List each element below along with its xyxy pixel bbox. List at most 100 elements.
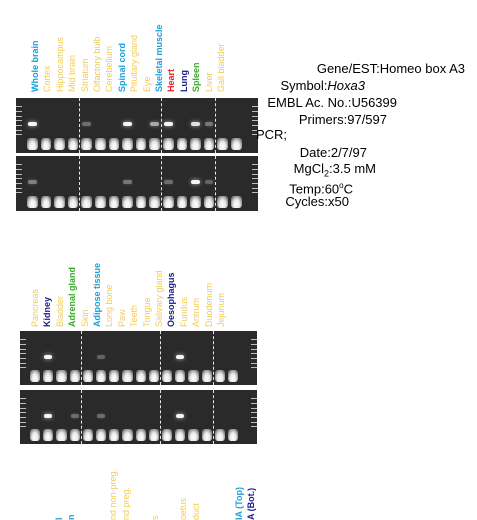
primer-dimer-spot xyxy=(149,196,160,208)
lane-label: Olfactory bulb xyxy=(93,36,102,92)
pcr-band xyxy=(205,180,214,184)
lane-label: n xyxy=(67,515,76,520)
pcr-band xyxy=(150,122,159,126)
pcr-band xyxy=(164,122,173,126)
primer-dimer-spot xyxy=(228,429,238,441)
primer-dimer-spot xyxy=(54,196,65,208)
primer-dimer-spot xyxy=(81,138,92,150)
lane-label: Pancreas xyxy=(31,289,40,327)
pcr-band xyxy=(71,414,79,418)
lane-label: Kidney xyxy=(43,297,52,327)
lane-label: Spinal cord xyxy=(118,43,127,92)
primer-dimer-spot xyxy=(231,196,242,208)
gene-info-block: Gene/EST:Homeo box A3 Symbol:Hoxa3 EMBL … xyxy=(255,60,465,210)
primer-dimer-spot xyxy=(83,429,93,441)
primer-dimer-spot xyxy=(190,138,201,150)
pcr-band xyxy=(44,414,52,418)
primer-dimer-spot xyxy=(177,138,188,150)
primer-dimer-spot xyxy=(122,370,132,382)
primer-dimer-spot xyxy=(70,429,80,441)
lane-label: Hippocampus xyxy=(56,37,65,92)
lane-label: Tongue xyxy=(143,297,152,327)
primer-dimer-spot xyxy=(175,370,185,382)
primer-dimer-spot xyxy=(56,370,66,382)
pcr-band xyxy=(205,122,214,126)
primer-dimer-spot xyxy=(175,429,185,441)
lane-separator xyxy=(160,331,161,385)
pcr-band xyxy=(176,355,184,359)
lane-label: s xyxy=(151,516,160,520)
primer-dimer-spot xyxy=(109,370,119,382)
lane-separator xyxy=(215,98,216,153)
primer-dimer-spot xyxy=(163,138,174,150)
primer-dimer-spot xyxy=(81,196,92,208)
lane-label: Paw xyxy=(118,309,127,327)
primer-dimer-spot xyxy=(109,196,120,208)
primer-dimer-spot xyxy=(54,138,65,150)
primer-dimer-spot xyxy=(95,196,106,208)
lane-label: Whole brain xyxy=(31,41,40,93)
primer-dimer-spot xyxy=(83,370,93,382)
primer-dimer-spot xyxy=(43,370,53,382)
lane-separator xyxy=(79,156,80,211)
lane-separator xyxy=(161,156,162,211)
primer-dimer-spot xyxy=(136,370,146,382)
primer-dimer-spot xyxy=(27,196,38,208)
lane-separator xyxy=(215,156,216,211)
primer-dimer-spot xyxy=(136,196,147,208)
primer-dimer-spot xyxy=(136,138,147,150)
lane-label: Jejunum xyxy=(217,293,226,327)
pcr-band xyxy=(28,122,37,126)
primer-dimer-spot xyxy=(149,138,160,150)
lane-label: Cerebellum xyxy=(105,46,114,92)
pcr-heading: PCR; xyxy=(256,126,287,143)
lane-label: Gall bladder xyxy=(217,43,226,92)
primer-dimer-spot xyxy=(188,370,198,382)
primer-dimer-spot xyxy=(30,429,40,441)
pcr-band xyxy=(44,355,52,359)
ladder-lane xyxy=(16,98,22,153)
lane-label: Fundus xyxy=(180,297,189,327)
date-row: Date:2/7/97 xyxy=(300,144,367,161)
primer-dimer-spot xyxy=(202,429,212,441)
cycles-row: Cycles:x50 xyxy=(285,193,349,210)
symbol-row: Symbol:Hoxa3 xyxy=(280,77,365,94)
primer-dimer-spot xyxy=(217,138,228,150)
primer-dimer-spot xyxy=(30,370,40,382)
ladder-lane xyxy=(20,390,26,444)
lane-label: A (Bot.) xyxy=(247,488,256,520)
primer-dimer-spot xyxy=(41,196,52,208)
lane-label: Pituitary gland xyxy=(130,35,139,92)
lane-label: Oesophagus xyxy=(167,272,176,327)
lane-label: duct xyxy=(192,503,201,520)
lane-separator xyxy=(160,390,161,444)
pcr-band xyxy=(191,180,200,184)
ladder-lane xyxy=(20,331,26,385)
gene-row: Gene/EST:Homeo box A3 xyxy=(317,60,465,77)
lane-label: Skin xyxy=(81,309,90,327)
primer-dimer-spot xyxy=(109,429,119,441)
ladder-lane xyxy=(251,390,257,444)
lane-separator xyxy=(213,331,214,385)
lane-separator xyxy=(81,331,82,385)
pcr-band xyxy=(97,355,105,359)
pcr-band xyxy=(97,414,105,418)
primer-dimer-spot xyxy=(56,429,66,441)
primer-dimer-spot xyxy=(122,196,133,208)
lane-separator xyxy=(213,390,214,444)
primer-dimer-spot xyxy=(149,429,159,441)
lane-label: Mid brain xyxy=(68,55,77,92)
gel-panel1-bottom xyxy=(16,156,258,211)
pcr-band xyxy=(28,180,37,184)
pcr-band xyxy=(164,180,173,184)
lane-separator xyxy=(161,98,162,153)
primer-dimer-spot xyxy=(96,429,106,441)
primer-dimer-spot xyxy=(217,196,228,208)
lane-label: Eye xyxy=(143,76,152,92)
lane-label: Long bone xyxy=(105,284,114,327)
primer-dimer-spot xyxy=(43,429,53,441)
primer-dimer-spot xyxy=(41,138,52,150)
primer-dimer-spot xyxy=(149,370,159,382)
lane-label: nd non-preg. xyxy=(109,469,118,520)
primer-dimer-spot xyxy=(136,429,146,441)
